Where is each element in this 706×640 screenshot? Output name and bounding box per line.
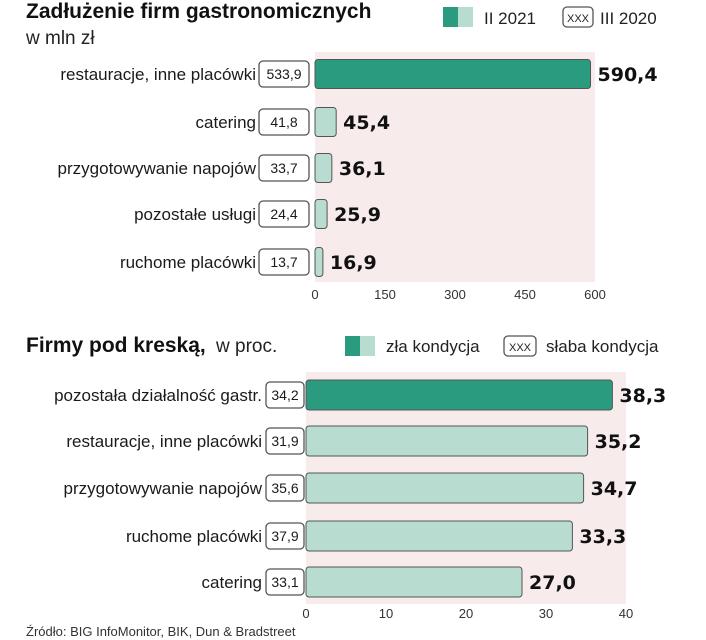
- x-tick-label: 0: [311, 287, 318, 302]
- category-label: ruchome placówki: [120, 253, 256, 272]
- value-label: 27,0: [529, 572, 576, 594]
- bar: [314, 247, 324, 277]
- previous-value-label: 33,7: [270, 160, 297, 176]
- legend-box: [503, 335, 537, 357]
- bar: [314, 153, 333, 183]
- previous-value-label: 41,8: [270, 114, 297, 130]
- plot-area: pozostała działalność gastr. 34,2 38,3 rest…: [54, 372, 666, 621]
- value-label: 25,9: [334, 204, 381, 226]
- legend-swatch-light: [360, 336, 375, 356]
- previous-value-box: [258, 200, 310, 228]
- previous-value-label: 24,4: [270, 206, 297, 222]
- previous-value-box: [265, 568, 305, 596]
- previous-value-box: [258, 60, 310, 88]
- legend-label: III 2020: [600, 9, 657, 28]
- plot-area: restauracje, inne placówki 533,9 590,4 cate…: [58, 52, 658, 302]
- value-label: 38,3: [619, 385, 666, 407]
- previous-value-label: 33,1: [271, 574, 298, 590]
- previous-value-label: 533,9: [266, 66, 301, 82]
- bar: [314, 107, 337, 137]
- previous-value-box: [258, 154, 310, 182]
- previous-value-box: [258, 108, 310, 136]
- value-label: 36,1: [339, 158, 386, 180]
- category-label: restauracje, inne placówki: [66, 432, 262, 451]
- previous-value-box: [265, 427, 305, 455]
- category-label: przygotowywanie napojów: [58, 159, 257, 178]
- x-tick-label: 20: [459, 606, 473, 621]
- value-label: 35,2: [595, 431, 642, 453]
- chart-title: Zadłużenie firm gastronomicznych: [26, 0, 371, 23]
- legend-label: zła kondycja: [386, 337, 480, 356]
- previous-value-box: [265, 381, 305, 409]
- bar: [314, 59, 592, 89]
- value-label: 16,9: [330, 252, 377, 274]
- category-label: przygotowywanie napojów: [64, 479, 263, 498]
- value-label: 45,4: [343, 112, 390, 134]
- category-label: catering: [196, 113, 256, 132]
- x-tick-label: 600: [584, 287, 606, 302]
- legend-box-text: XXX: [567, 13, 590, 25]
- insolvency-chart-panel: Firmy pod kreską, w proc. zła kondycja X…: [26, 334, 666, 621]
- source-note: Źródło: BIG InfoMonitor, BIK, Dun & Brad…: [26, 624, 296, 639]
- legend-box: [562, 6, 594, 28]
- x-tick-label: 40: [619, 606, 633, 621]
- value-label: 33,3: [579, 526, 626, 548]
- bar: [305, 425, 589, 457]
- x-tick-label: 150: [374, 287, 396, 302]
- debt-chart-panel: Zadłużenie firm gastronomicznych w mln z…: [25, 0, 658, 302]
- legend: zła kondycja XXX słaba kondycja: [345, 335, 659, 357]
- bar: [305, 566, 523, 598]
- category-label: pozostała działalność gastr.: [54, 386, 262, 405]
- x-tick-label: 10: [379, 606, 393, 621]
- legend-label: II 2021: [484, 9, 536, 28]
- x-tick-label: 450: [514, 287, 536, 302]
- chart-subtitle: w proc.: [215, 336, 277, 357]
- previous-value-box: [265, 474, 305, 502]
- category-label: ruchome placówki: [126, 527, 262, 546]
- category-label: restauracje, inne placówki: [60, 65, 256, 84]
- bar: [305, 520, 573, 552]
- x-tick-label: 0: [302, 606, 309, 621]
- previous-value-box: [265, 522, 305, 550]
- plot-background: [315, 52, 595, 282]
- legend-swatch-dark: [443, 7, 458, 27]
- legend-box-text: XXX: [509, 342, 532, 354]
- chart-title: Firmy pod kreską,: [26, 334, 206, 357]
- legend-label: słaba kondycja: [546, 337, 659, 356]
- legend-swatch-light: [458, 7, 473, 27]
- previous-value-label: 37,9: [271, 528, 298, 544]
- bar: [305, 379, 613, 411]
- category-label: catering: [202, 573, 262, 592]
- previous-value-box: [258, 248, 310, 276]
- x-tick-label: 30: [539, 606, 553, 621]
- bar: [314, 199, 328, 229]
- category-label: pozostałe usługi: [134, 205, 256, 224]
- x-tick-label: 300: [444, 287, 466, 302]
- bar: [305, 472, 585, 504]
- value-label: 34,7: [591, 478, 638, 500]
- value-label: 590,4: [598, 64, 658, 86]
- previous-value-label: 13,7: [270, 254, 297, 270]
- previous-value-label: 34,2: [271, 387, 298, 403]
- chart-subtitle: w mln zł: [25, 28, 95, 49]
- previous-value-label: 35,6: [271, 480, 298, 496]
- legend-swatch-dark: [345, 336, 360, 356]
- previous-value-label: 31,9: [271, 433, 298, 449]
- legend: II 2021 XXX III 2020: [443, 6, 657, 28]
